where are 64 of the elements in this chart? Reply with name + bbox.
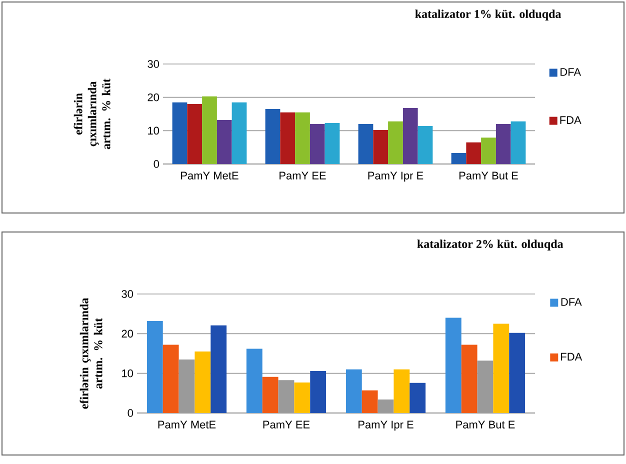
bar	[510, 121, 526, 164]
bar	[418, 126, 433, 164]
bar	[496, 124, 511, 164]
bar	[346, 369, 362, 413]
bar	[246, 348, 262, 413]
bar	[310, 124, 325, 164]
bar	[146, 320, 163, 413]
bar	[280, 112, 296, 164]
bar	[451, 153, 466, 164]
y-tick-label: 0	[154, 160, 160, 168]
bar	[178, 359, 195, 413]
bar	[410, 382, 426, 413]
x-tick-label: PamY But E	[459, 172, 518, 180]
bar	[310, 370, 326, 413]
bar	[210, 325, 227, 413]
bar	[295, 112, 310, 164]
x-tick-label: PamY MetE	[158, 420, 216, 428]
bar	[402, 108, 418, 164]
chart-title: katalizator 2% küt. olduqda	[417, 240, 564, 250]
x-tick-label: PamY EE	[263, 420, 310, 428]
legend-label: FDA	[561, 352, 582, 360]
bar	[481, 138, 496, 164]
x-tick-label: PamY But E	[456, 420, 515, 428]
legend-label: FDA	[560, 116, 582, 124]
y-tick-label: 30	[148, 60, 160, 68]
bar	[278, 380, 294, 413]
y-tick-label: 10	[122, 369, 134, 378]
bar	[216, 120, 232, 164]
bar	[172, 102, 188, 164]
legend-label: DFA	[560, 68, 582, 76]
bar	[324, 123, 340, 164]
bar	[378, 400, 394, 413]
bar	[394, 369, 410, 413]
bar	[509, 332, 526, 413]
legend-label: DFA	[561, 298, 582, 306]
bar	[493, 324, 510, 413]
y-tick-label: 20	[122, 330, 134, 338]
bar	[194, 352, 211, 413]
bar	[232, 102, 247, 164]
bar	[373, 130, 388, 164]
bar	[294, 382, 310, 413]
bar	[477, 360, 494, 413]
bar	[388, 121, 403, 164]
bar	[466, 142, 482, 164]
bar	[445, 318, 462, 413]
y-tick-label: 30	[122, 290, 134, 298]
bar	[461, 344, 478, 413]
y-tick-label: 0	[128, 409, 134, 417]
y-axis-title: efirlərin çıxımlarında artım. % küt	[80, 298, 102, 409]
bar	[202, 96, 217, 164]
y-axis-title: efirlərin çıxımlarında artım. % küt	[74, 78, 110, 150]
chart-title: katalizator 1% küt. olduqda	[415, 10, 562, 20]
bar	[262, 376, 278, 413]
bar	[187, 104, 202, 164]
x-tick-label: PamY Ipr E	[368, 172, 424, 182]
bar	[265, 109, 280, 164]
y-tick-label: 20	[148, 93, 160, 102]
x-tick-label: PamY EE	[280, 172, 326, 180]
bar	[358, 124, 374, 164]
x-tick-label: PamY MetE	[181, 172, 238, 180]
bar	[162, 344, 179, 413]
bar	[362, 390, 378, 413]
y-tick-label: 10	[148, 126, 160, 135]
x-tick-label: PamY Ipr E	[358, 420, 414, 431]
